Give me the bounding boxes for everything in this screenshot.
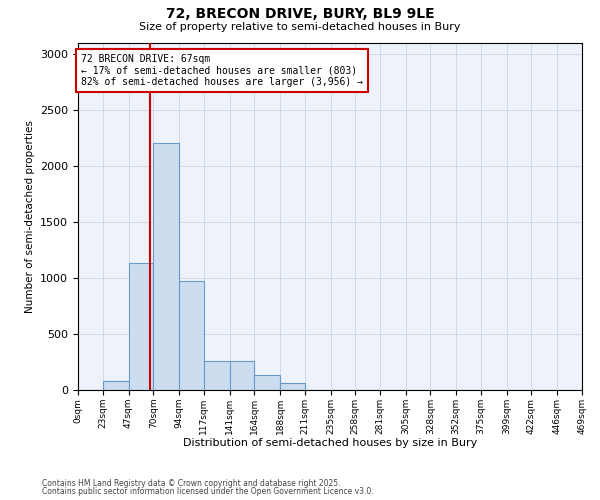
Bar xyxy=(153,144,179,390)
Text: 72, BRECON DRIVE, BURY, BL9 9LE: 72, BRECON DRIVE, BURY, BL9 9LE xyxy=(166,8,434,22)
Y-axis label: Number of semi-detached properties: Number of semi-detached properties xyxy=(25,120,35,312)
Bar xyxy=(103,381,128,390)
Bar xyxy=(128,264,153,390)
X-axis label: Distribution of semi-detached houses by size in Bury: Distribution of semi-detached houses by … xyxy=(183,438,477,448)
Bar xyxy=(179,282,204,390)
Text: Size of property relative to semi-detached houses in Bury: Size of property relative to semi-detach… xyxy=(139,22,461,32)
Bar xyxy=(230,361,254,390)
Text: 72 BRECON DRIVE: 67sqm
← 17% of semi-detached houses are smaller (803)
82% of se: 72 BRECON DRIVE: 67sqm ← 17% of semi-det… xyxy=(81,54,363,87)
Bar xyxy=(280,382,305,390)
Text: Contains HM Land Registry data © Crown copyright and database right 2025.: Contains HM Land Registry data © Crown c… xyxy=(42,478,341,488)
Bar xyxy=(204,361,230,390)
Bar xyxy=(254,376,280,390)
Text: Contains public sector information licensed under the Open Government Licence v3: Contains public sector information licen… xyxy=(42,487,374,496)
